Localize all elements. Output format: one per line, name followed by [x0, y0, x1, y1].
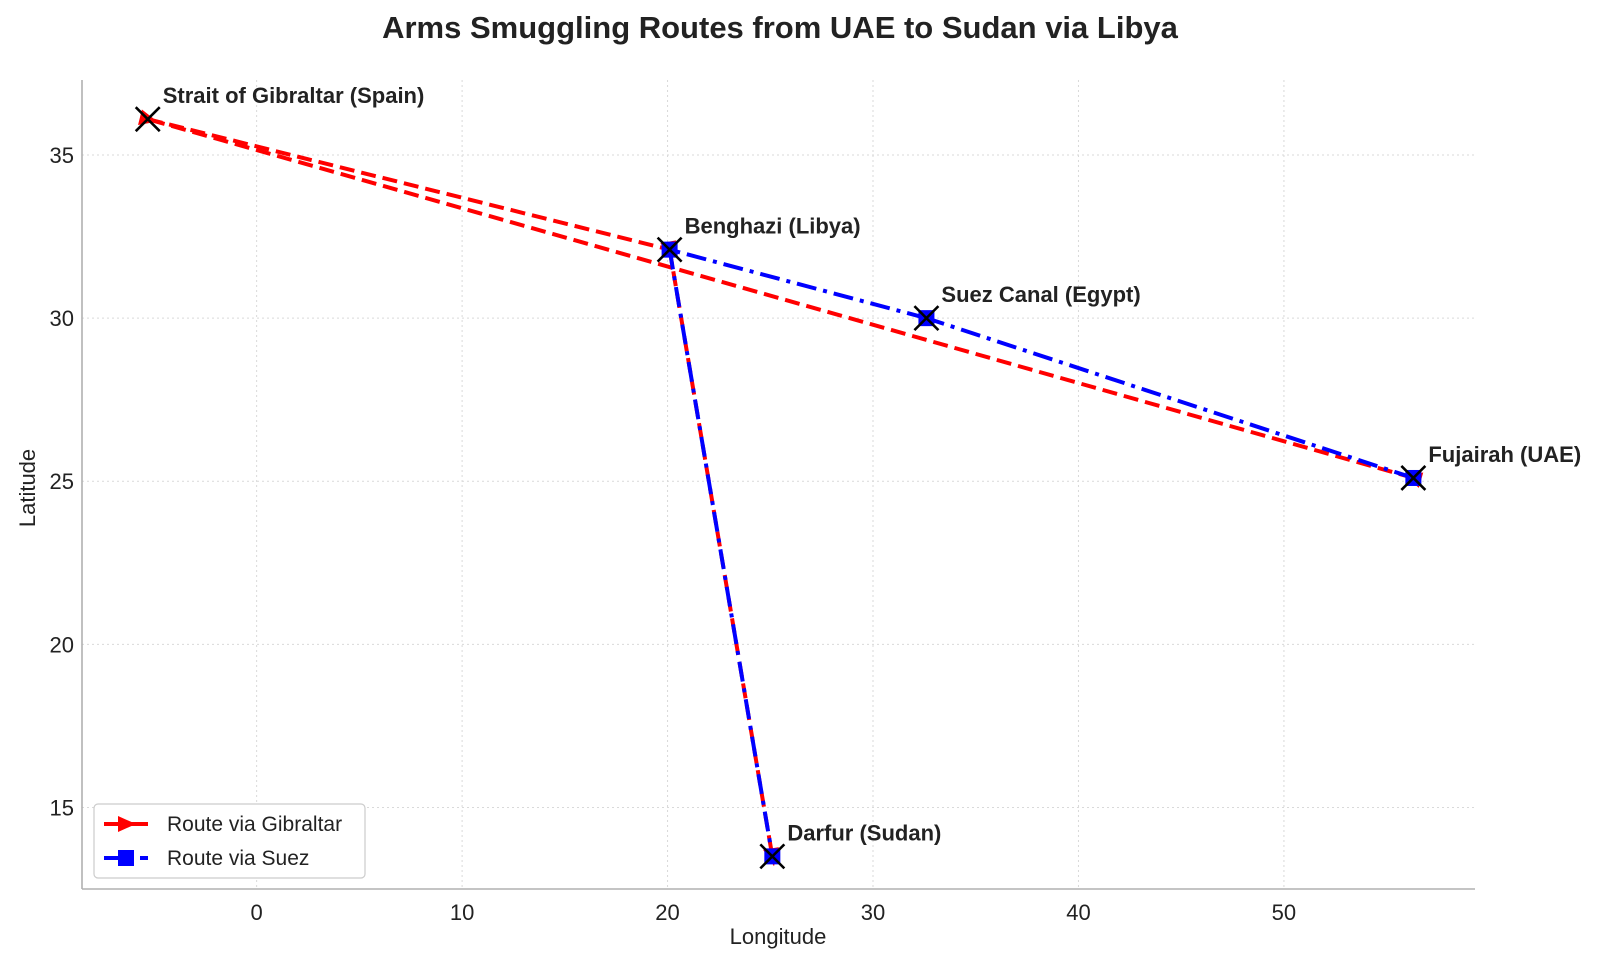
x-tick-label: 10 — [450, 900, 474, 925]
location-x-stroke — [759, 843, 786, 870]
location-marker: Benghazi (Libya) — [656, 214, 861, 263]
legend-item: Route via Suez — [104, 847, 309, 870]
location-marker: Strait of Gibraltar (Spain) — [134, 83, 425, 133]
legend-item: Route via Gibraltar — [104, 813, 342, 836]
x-tick-label: 20 — [655, 900, 679, 925]
axes-spines — [81, 80, 1475, 890]
legend-box — [93, 803, 366, 879]
location-x-stroke — [134, 106, 161, 133]
location-marker: Suez Canal (Egypt) — [913, 282, 1141, 332]
legend-marker — [118, 816, 136, 832]
x-axis-label: Longitude — [730, 924, 827, 949]
location-label: Strait of Gibraltar (Spain) — [163, 83, 425, 108]
y-tick-label: 20 — [50, 632, 74, 657]
route-segment — [667, 249, 775, 857]
location-marker: Darfur (Sudan) — [759, 820, 941, 870]
legend-label: Route via Suez — [167, 847, 309, 870]
route-segment — [147, 117, 671, 252]
y-tick-label: 30 — [50, 306, 74, 331]
legend-marker — [118, 850, 134, 866]
tick-layer: 0 10 20 30 40 50 15 20 25 30 35 — [50, 143, 1297, 925]
y-tick-label: 25 — [50, 469, 74, 494]
chart-title: Arms Smuggling Routes from UAE to Sudan … — [382, 10, 1179, 45]
y-tick-label: 35 — [50, 143, 74, 168]
route-segment — [669, 247, 927, 321]
x-tick-label: 50 — [1272, 900, 1296, 925]
location-layer: Strait of Gibraltar (Spain) Benghazi (Lib… — [134, 83, 1581, 870]
location-x-stroke — [656, 236, 683, 263]
route-segment — [147, 117, 1414, 480]
route-segment — [925, 316, 1414, 480]
x-tick-label: 0 — [251, 900, 263, 925]
location-label: Darfur (Sudan) — [787, 820, 941, 845]
location-label: Fujairah (UAE) — [1428, 442, 1581, 467]
grid-layer — [82, 80, 1475, 889]
location-x-stroke — [913, 305, 940, 332]
series-suez — [661, 241, 1422, 865]
x-tick-label: 40 — [1066, 900, 1090, 925]
legend: Route via Gibraltar Route via Suez — [93, 803, 366, 879]
location-x-stroke — [1400, 465, 1427, 491]
location-label: Benghazi (Libya) — [685, 214, 861, 239]
legend-label: Route via Gibraltar — [167, 813, 342, 836]
location-label: Suez Canal (Egypt) — [941, 282, 1140, 307]
location-marker: Fujairah (UAE) — [1400, 442, 1581, 491]
y-tick-label: 15 — [50, 795, 74, 820]
y-axis-label: Latitude — [15, 449, 40, 527]
x-tick-label: 30 — [861, 900, 885, 925]
